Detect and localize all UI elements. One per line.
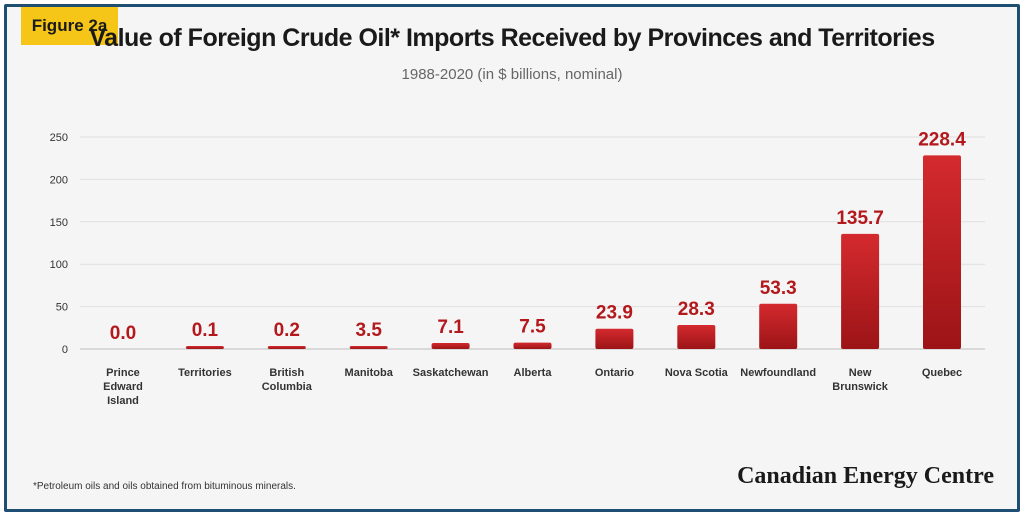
bar-value-label: 53.3 xyxy=(760,278,797,299)
bar xyxy=(595,328,634,349)
x-tick-label: Newfoundland xyxy=(740,367,816,379)
bar xyxy=(677,325,716,349)
bar xyxy=(841,233,880,349)
y-tick-label: 200 xyxy=(50,174,68,186)
chart-title: Value of Foreign Crude Oil* Imports Rece… xyxy=(89,24,935,52)
bar-value-label: 7.5 xyxy=(519,317,546,338)
x-tick-label: Manitoba xyxy=(345,367,394,379)
bar xyxy=(431,342,470,349)
bar-value-label: 0.0 xyxy=(110,323,136,344)
bar-value-label: 7.1 xyxy=(437,317,464,338)
x-tick-label: Quebec xyxy=(922,367,962,379)
gridlines xyxy=(80,136,985,350)
chart-subtitle: 1988-2020 (in $ billions, nominal) xyxy=(401,66,623,83)
y-axis: 0 50 100 150 200 250 xyxy=(50,132,68,356)
bar xyxy=(349,346,388,349)
bar xyxy=(513,342,552,349)
x-tick-label: Saskatchewan xyxy=(413,367,489,379)
bar xyxy=(923,155,961,349)
bar-value-label: 135.7 xyxy=(836,208,884,229)
brand-logo-text: Canadian Energy Centre xyxy=(737,463,994,489)
y-tick-label: 0 xyxy=(62,344,68,356)
x-tick-label: British Columbia xyxy=(262,367,313,393)
x-tick-label: Ontario xyxy=(595,367,634,379)
x-tick-label: Territories xyxy=(178,367,232,379)
x-axis-labels: Prince Edward Island Territories British Colu… xyxy=(103,367,962,407)
bar-value-label: 23.9 xyxy=(596,303,633,324)
y-tick-label: 100 xyxy=(50,259,68,271)
x-tick-label: Prince Edward Island xyxy=(103,367,143,407)
bar xyxy=(759,303,798,349)
bar-value-label: 28.3 xyxy=(678,299,715,320)
bar xyxy=(267,346,306,349)
bar-value-label: 228.4 xyxy=(918,129,966,150)
y-tick-label: 50 xyxy=(56,302,68,314)
x-tick-label: New Brunswick xyxy=(832,367,889,393)
bars xyxy=(185,155,961,349)
bar-chart: 0 50 100 150 200 250 0.0 0.1 0.2 3.5 7.1 7.5 23.9 28… xyxy=(50,129,985,407)
bar-value-label: 3.5 xyxy=(355,320,382,341)
x-tick-label: Nova Scotia xyxy=(665,367,729,379)
x-tick-label: Alberta xyxy=(514,367,553,379)
bar-value-label: 0.2 xyxy=(274,320,300,341)
y-tick-label: 250 xyxy=(50,132,68,144)
footnote: *Petroleum oils and oils obtained from b… xyxy=(33,481,296,492)
bar-value-label: 0.1 xyxy=(192,320,219,341)
bar xyxy=(185,346,224,349)
figure-badge: Figure 2a xyxy=(21,7,118,45)
value-labels: 0.0 0.1 0.2 3.5 7.1 7.5 23.9 28.3 53.3 135.7 228.4 xyxy=(110,129,966,344)
y-tick-label: 150 xyxy=(50,217,68,229)
